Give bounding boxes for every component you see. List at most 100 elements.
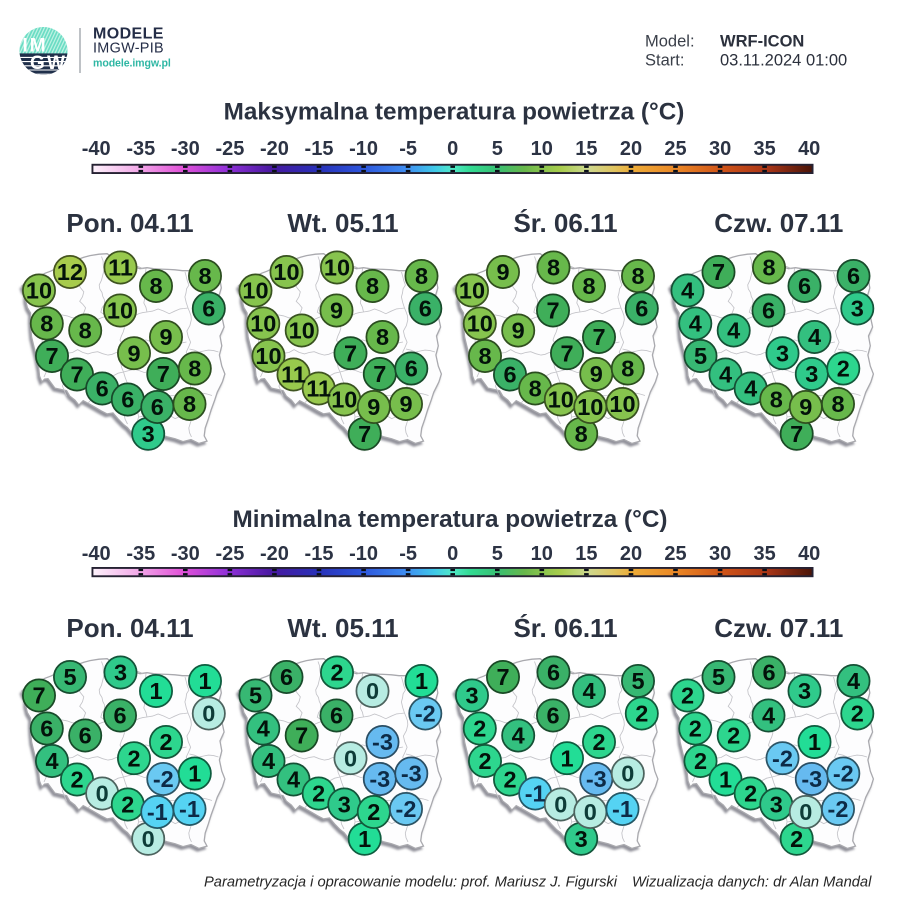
svg-text:3: 3 bbox=[805, 361, 818, 387]
svg-text:-1: -1 bbox=[525, 781, 546, 807]
svg-text:8: 8 bbox=[547, 255, 560, 281]
svg-text:Maksymalna temperatura powietr: Maksymalna temperatura powietrza (°C) bbox=[224, 99, 685, 126]
svg-text:1: 1 bbox=[188, 761, 201, 787]
svg-text:-2: -2 bbox=[396, 796, 417, 822]
svg-text:3: 3 bbox=[338, 792, 351, 818]
svg-text:2: 2 bbox=[837, 356, 850, 382]
svg-text:2: 2 bbox=[127, 745, 140, 771]
svg-text:-5: -5 bbox=[399, 138, 417, 160]
svg-text:IMGW-PIB: IMGW-PIB bbox=[93, 41, 164, 57]
svg-text:5: 5 bbox=[63, 664, 76, 690]
svg-text:7: 7 bbox=[496, 664, 509, 690]
svg-text:7: 7 bbox=[560, 340, 573, 366]
svg-text:25: 25 bbox=[664, 543, 686, 565]
svg-text:-2: -2 bbox=[772, 745, 793, 771]
svg-text:7: 7 bbox=[546, 298, 559, 324]
svg-text:15: 15 bbox=[575, 543, 597, 565]
svg-text:6: 6 bbox=[419, 296, 432, 322]
svg-text:10: 10 bbox=[331, 387, 357, 413]
svg-text:4: 4 bbox=[727, 318, 740, 344]
svg-text:2: 2 bbox=[473, 716, 486, 742]
svg-text:2: 2 bbox=[851, 701, 864, 727]
svg-text:4: 4 bbox=[512, 723, 525, 749]
svg-text:4: 4 bbox=[257, 716, 270, 742]
svg-text:3: 3 bbox=[776, 340, 789, 366]
svg-text:10: 10 bbox=[324, 255, 350, 281]
svg-text:11: 11 bbox=[108, 255, 133, 281]
svg-text:8: 8 bbox=[183, 391, 196, 417]
svg-text:40: 40 bbox=[798, 138, 820, 160]
svg-text:-2: -2 bbox=[415, 701, 436, 727]
svg-text:2: 2 bbox=[592, 729, 605, 755]
svg-text:9: 9 bbox=[799, 394, 812, 420]
svg-text:8: 8 bbox=[40, 311, 53, 337]
svg-text:2: 2 bbox=[367, 799, 380, 825]
svg-text:10: 10 bbox=[273, 259, 299, 285]
svg-text:IM: IM bbox=[23, 36, 48, 57]
svg-text:7: 7 bbox=[295, 723, 308, 749]
svg-text:2: 2 bbox=[503, 767, 516, 793]
svg-text:20: 20 bbox=[620, 138, 642, 160]
svg-text:8: 8 bbox=[582, 273, 595, 299]
svg-text:-25: -25 bbox=[215, 138, 244, 160]
svg-text:9: 9 bbox=[367, 394, 380, 420]
svg-text:6: 6 bbox=[113, 703, 126, 729]
svg-text:0: 0 bbox=[621, 761, 634, 787]
svg-text:6: 6 bbox=[635, 296, 648, 322]
svg-text:Wt. 05.11: Wt. 05.11 bbox=[287, 613, 398, 643]
svg-text:8: 8 bbox=[149, 273, 162, 299]
svg-text:1: 1 bbox=[415, 668, 428, 694]
svg-text:5: 5 bbox=[631, 668, 644, 694]
svg-text:3: 3 bbox=[575, 826, 588, 852]
svg-text:4: 4 bbox=[762, 703, 775, 729]
svg-text:7: 7 bbox=[32, 683, 45, 709]
svg-text:Czw. 07.11: Czw. 07.11 bbox=[714, 208, 843, 238]
svg-text:0: 0 bbox=[447, 138, 458, 160]
svg-text:2: 2 bbox=[681, 683, 694, 709]
svg-text:Czw. 07.11: Czw. 07.11 bbox=[714, 613, 843, 643]
svg-text:10: 10 bbox=[289, 318, 315, 344]
svg-text:5: 5 bbox=[492, 138, 503, 160]
svg-text:4: 4 bbox=[689, 311, 702, 337]
svg-text:WRF-ICON: WRF-ICON bbox=[720, 32, 804, 50]
svg-text:6: 6 bbox=[280, 664, 293, 690]
svg-text:3: 3 bbox=[465, 683, 478, 709]
svg-text:2: 2 bbox=[478, 748, 491, 774]
svg-text:5: 5 bbox=[492, 543, 503, 565]
svg-text:35: 35 bbox=[753, 138, 775, 160]
svg-text:9: 9 bbox=[590, 361, 603, 387]
svg-text:2: 2 bbox=[70, 767, 83, 793]
svg-text:-30: -30 bbox=[171, 138, 200, 160]
svg-text:9: 9 bbox=[127, 340, 140, 366]
svg-text:1: 1 bbox=[560, 745, 573, 771]
svg-text:-20: -20 bbox=[260, 543, 289, 565]
svg-text:1: 1 bbox=[149, 678, 162, 704]
svg-text:0: 0 bbox=[202, 701, 215, 727]
svg-text:6: 6 bbox=[762, 660, 775, 686]
svg-text:9: 9 bbox=[496, 259, 509, 285]
svg-text:10: 10 bbox=[459, 278, 485, 304]
svg-text:-25: -25 bbox=[215, 543, 244, 565]
svg-text:10: 10 bbox=[531, 543, 553, 565]
svg-text:-35: -35 bbox=[126, 138, 155, 160]
svg-text:Wizualizacja danych: dr Alan M: Wizualizacja danych: dr Alan Mandal bbox=[632, 875, 872, 891]
svg-text:7: 7 bbox=[358, 421, 371, 447]
svg-text:Model:: Model: bbox=[645, 32, 695, 50]
svg-text:6: 6 bbox=[202, 296, 215, 322]
svg-text:2: 2 bbox=[689, 716, 702, 742]
svg-text:Minimalna temperatura powietrz: Minimalna temperatura powietrza (°C) bbox=[233, 506, 668, 533]
svg-text:6: 6 bbox=[546, 703, 559, 729]
svg-text:6: 6 bbox=[762, 298, 775, 324]
svg-text:Śr. 06.11: Śr. 06.11 bbox=[513, 613, 617, 643]
svg-text:3: 3 bbox=[798, 678, 811, 704]
svg-text:3: 3 bbox=[770, 792, 783, 818]
svg-text:-40: -40 bbox=[82, 543, 111, 565]
svg-text:0: 0 bbox=[96, 781, 109, 807]
svg-text:10: 10 bbox=[242, 278, 268, 304]
svg-text:1: 1 bbox=[358, 826, 371, 852]
svg-text:-20: -20 bbox=[260, 138, 289, 160]
svg-text:8: 8 bbox=[79, 318, 92, 344]
svg-text:0: 0 bbox=[447, 543, 458, 565]
svg-text:-35: -35 bbox=[126, 543, 155, 565]
svg-text:0: 0 bbox=[799, 799, 812, 825]
